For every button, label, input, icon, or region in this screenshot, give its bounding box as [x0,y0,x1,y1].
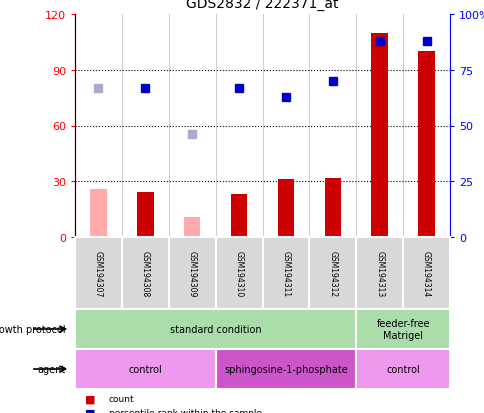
Text: ■: ■ [85,394,95,404]
Text: control: control [385,364,419,374]
FancyBboxPatch shape [75,237,121,309]
Text: standard condition: standard condition [169,324,261,334]
Bar [230,195,247,237]
FancyBboxPatch shape [356,309,449,349]
Text: count: count [109,394,134,404]
Bar [277,180,293,237]
Bar [137,193,153,237]
FancyBboxPatch shape [402,237,449,309]
FancyBboxPatch shape [215,349,356,389]
Bar [90,189,106,237]
FancyBboxPatch shape [356,237,402,309]
Title: GDS2832 / 222371_at: GDS2832 / 222371_at [186,0,338,11]
FancyBboxPatch shape [309,237,356,309]
Bar [371,33,387,237]
Text: feeder-free
Matrigel: feeder-free Matrigel [376,318,429,340]
Bar [183,217,200,237]
FancyBboxPatch shape [356,349,449,389]
FancyBboxPatch shape [121,237,168,309]
Text: GSM194307: GSM194307 [94,250,103,297]
Text: GSM194309: GSM194309 [187,250,197,297]
Text: sphingosine-1-phosphate: sphingosine-1-phosphate [224,364,347,374]
Text: GSM194311: GSM194311 [281,250,290,297]
Bar [418,52,434,237]
Text: ■: ■ [85,407,95,413]
FancyBboxPatch shape [75,349,215,389]
Text: GSM194312: GSM194312 [328,250,336,297]
Text: GSM194308: GSM194308 [140,250,150,297]
Bar [324,178,340,237]
Text: percentile rank within the sample: percentile rank within the sample [109,408,261,413]
FancyBboxPatch shape [168,237,215,309]
FancyBboxPatch shape [75,309,356,349]
Text: GSM194310: GSM194310 [234,250,243,297]
FancyBboxPatch shape [215,237,262,309]
Text: growth protocol: growth protocol [0,324,65,334]
Text: GSM194314: GSM194314 [421,250,430,297]
Text: agent: agent [37,364,65,374]
FancyBboxPatch shape [262,237,309,309]
Text: GSM194313: GSM194313 [375,250,383,297]
Text: control: control [128,364,162,374]
